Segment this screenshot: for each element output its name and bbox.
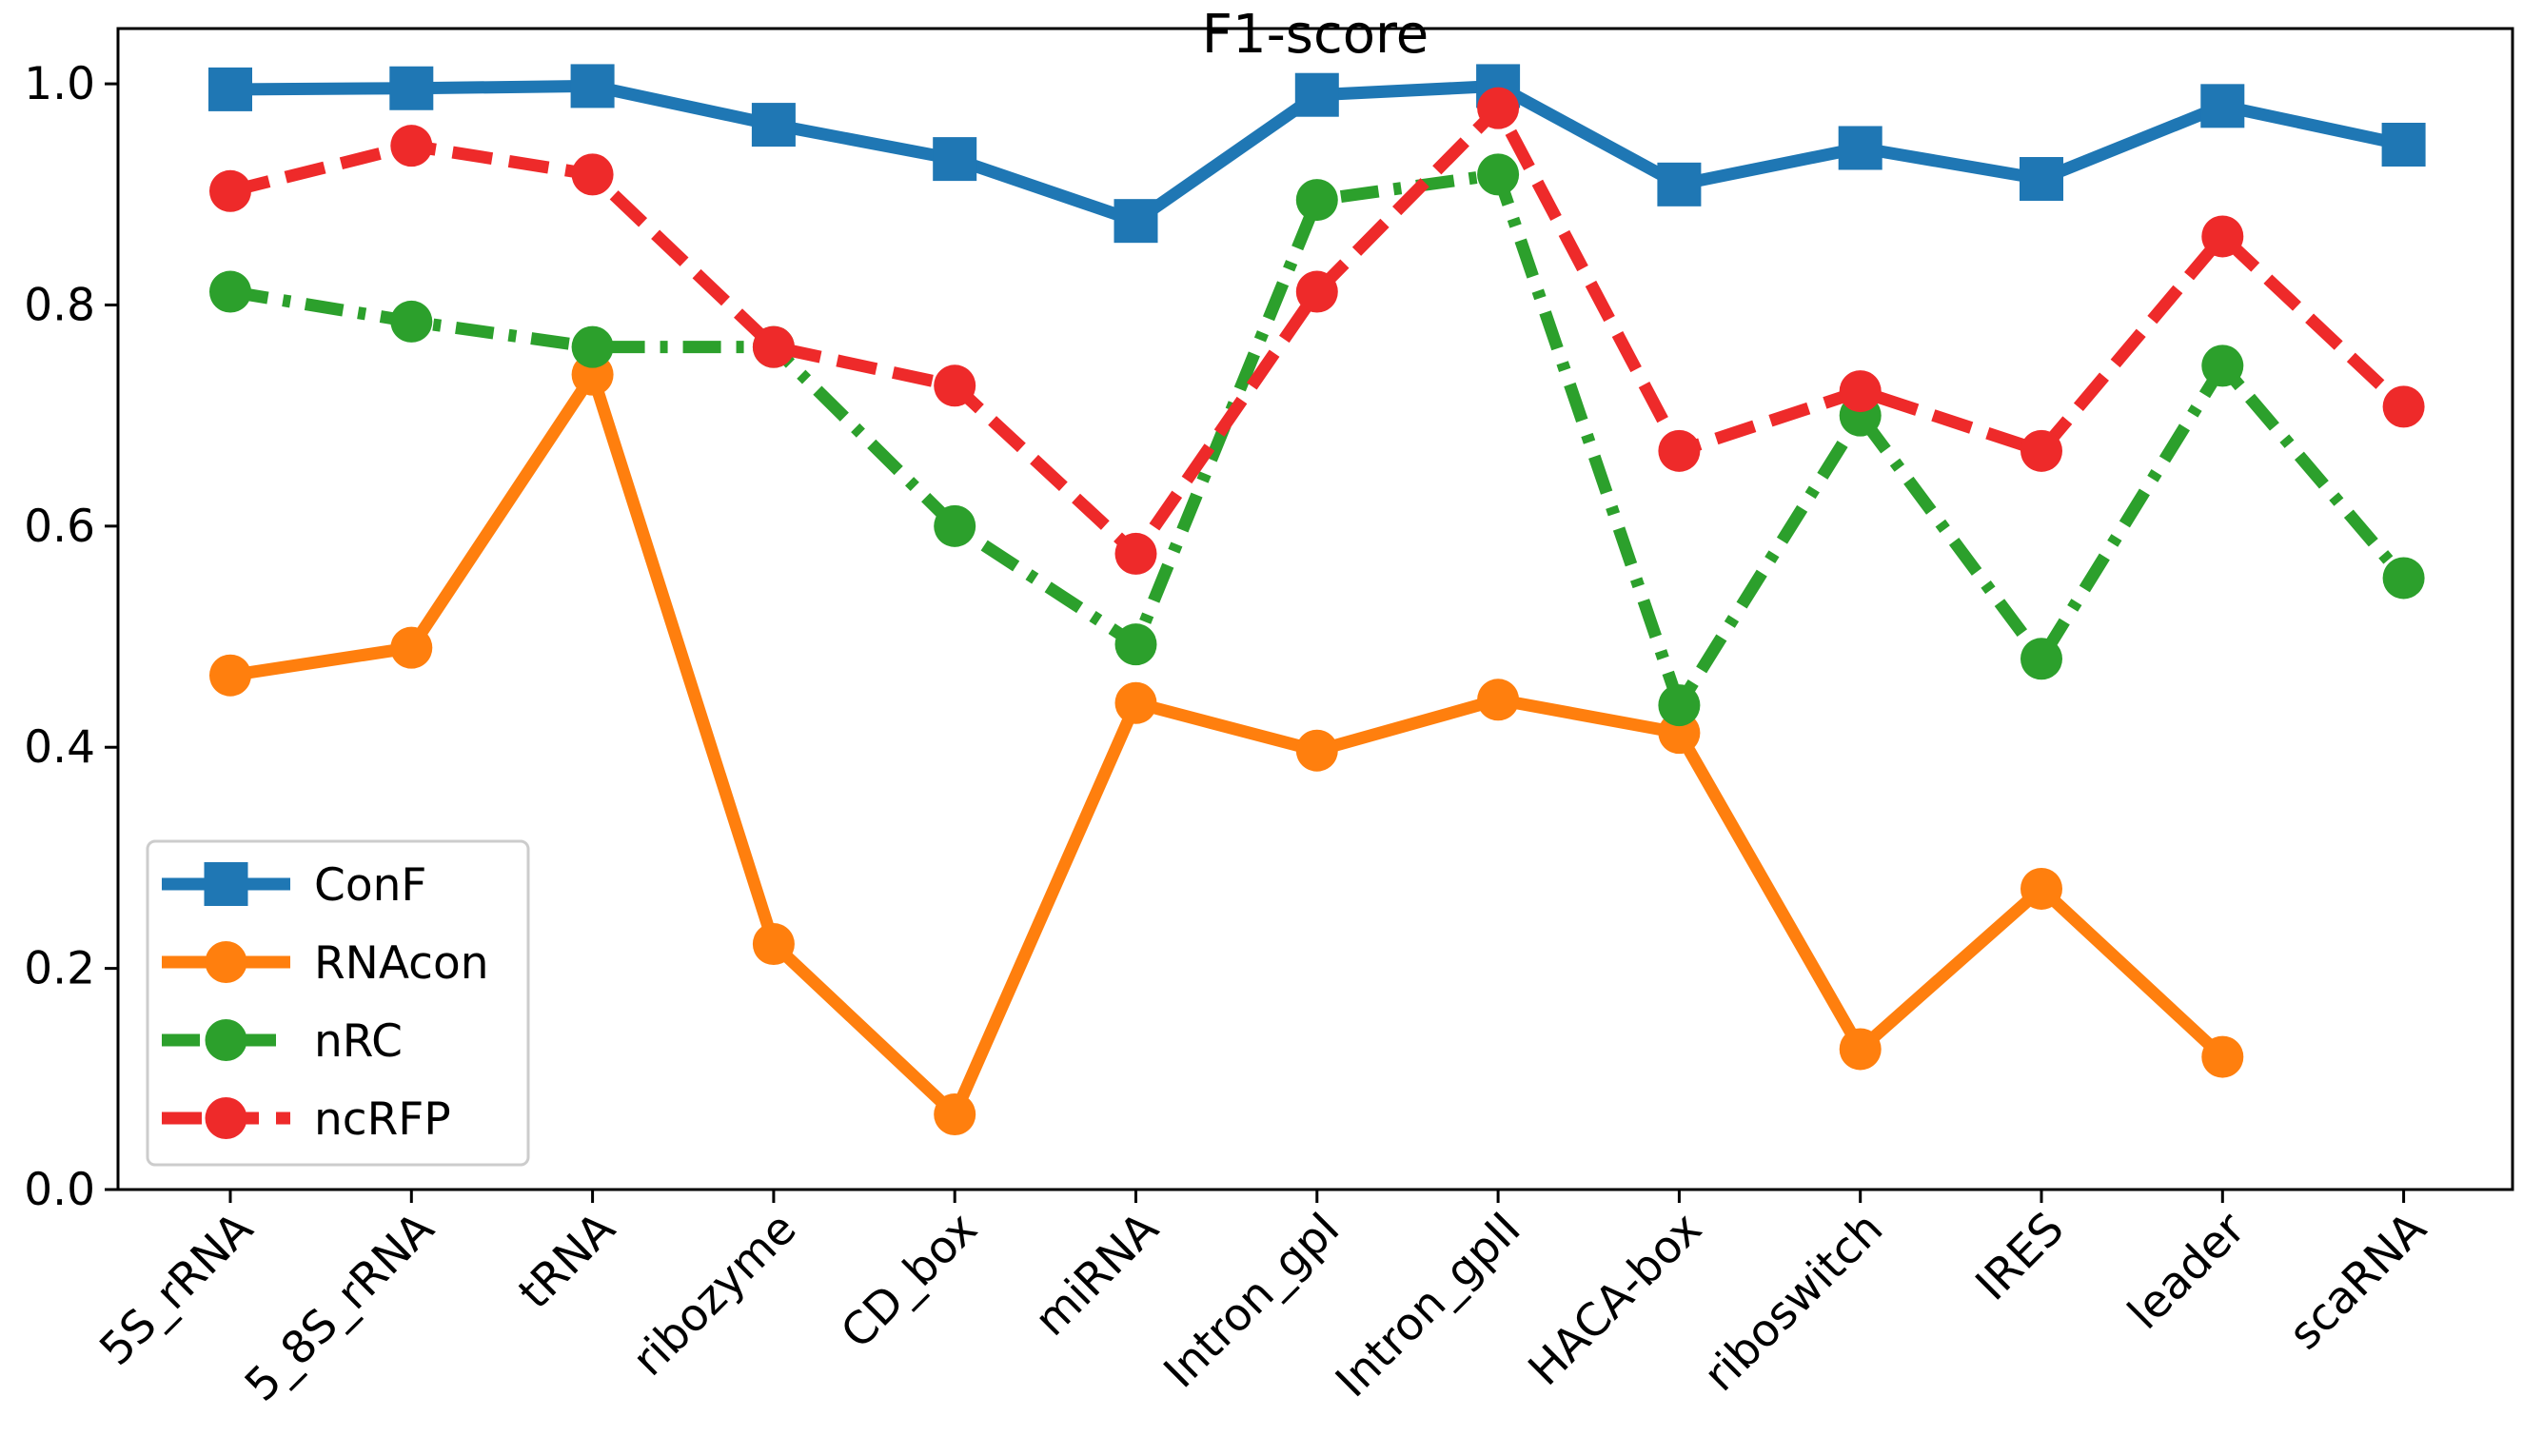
data-point-ConF <box>2381 123 2426 167</box>
x-tick-label: riboswitch <box>1694 1203 1893 1402</box>
series-ConF <box>208 64 2426 244</box>
data-point-nRC <box>571 325 614 368</box>
legend-label-RNAcon: RNAcon <box>314 937 489 990</box>
series-line-RNAcon <box>229 368 2227 1121</box>
series-ncRFP <box>209 87 2425 575</box>
data-point-RNAcon <box>2201 1035 2244 1078</box>
data-point-nRC <box>1658 684 1701 727</box>
data-point-nRC <box>2201 344 2244 387</box>
data-point-nRC <box>2020 638 2062 680</box>
data-point-RNAcon <box>1477 679 1520 721</box>
legend-label-ConF: ConF <box>314 859 426 912</box>
legend-marker-RNAcon <box>205 941 247 983</box>
data-point-nRC <box>2382 557 2425 600</box>
x-tick-label: leader <box>2119 1202 2257 1340</box>
legend-label-nRC: nRC <box>314 1015 403 1068</box>
data-point-RNAcon <box>209 654 251 697</box>
y-tick-label: 0.6 <box>24 501 95 553</box>
data-point-ConF <box>389 66 434 110</box>
series-line-ncRFP <box>228 102 2409 561</box>
data-point-ConF <box>1838 126 1882 170</box>
data-point-ConF <box>751 103 796 148</box>
data-point-RNAcon <box>1114 681 1157 724</box>
data-point-nRC <box>209 270 251 313</box>
x-tick-label: scaRNA <box>2279 1203 2437 1361</box>
data-point-nRC <box>934 504 976 547</box>
data-point-ncRFP <box>1658 429 1701 472</box>
legend-box <box>146 839 530 1167</box>
data-point-ConF <box>570 64 615 108</box>
data-point-ConF <box>1114 199 1158 244</box>
legend: ConF RNAcon nRC ncRFP <box>146 839 530 1167</box>
data-point-ncRFP <box>1114 532 1157 575</box>
data-point-nRC <box>1295 179 1338 222</box>
data-point-RNAcon <box>934 1092 976 1135</box>
data-point-ncRFP <box>1477 87 1520 129</box>
data-point-nRC <box>1477 153 1520 196</box>
y-tick-label: 1.0 <box>24 58 95 110</box>
data-point-RNAcon <box>390 626 433 669</box>
data-point-RNAcon <box>1295 729 1338 772</box>
data-point-ncRFP <box>2201 215 2244 258</box>
data-point-ConF <box>2020 157 2063 202</box>
x-tick-label: Intron_gpII <box>1326 1203 1531 1408</box>
data-point-RNAcon <box>752 923 795 966</box>
y-tick-label: 0.2 <box>24 943 95 995</box>
data-point-ncRFP <box>752 325 795 368</box>
chart-title: F1-score <box>1202 4 1429 66</box>
x-tick-label: miRNA <box>1025 1203 1169 1347</box>
legend-marker-ConF <box>204 862 248 906</box>
y-tick-label: 0.4 <box>24 721 95 774</box>
data-point-nRC <box>390 300 433 343</box>
data-point-ncRFP <box>934 364 976 407</box>
data-point-ncRFP <box>1839 370 1882 413</box>
data-point-ConF <box>208 67 252 111</box>
data-point-ncRFP <box>390 125 433 167</box>
series-RNAcon <box>209 353 2244 1135</box>
data-point-ncRFP <box>571 153 614 196</box>
y-tick-label: 0.0 <box>24 1164 95 1216</box>
x-tick-label: CD_box <box>831 1203 987 1359</box>
legend-marker-ncRFP <box>205 1097 247 1139</box>
legend-label-ncRFP: ncRFP <box>314 1093 451 1146</box>
data-point-ncRFP <box>2020 429 2062 472</box>
x-tick-label: 5S_rRNA <box>89 1203 263 1376</box>
legend-marker-nRC <box>205 1019 247 1061</box>
data-point-ncRFP <box>2382 385 2425 428</box>
data-point-ConF <box>1294 72 1339 117</box>
data-point-ncRFP <box>209 169 251 212</box>
series-nRC <box>209 153 2425 727</box>
data-point-ConF <box>1657 162 1702 207</box>
data-point-RNAcon <box>2020 867 2062 910</box>
data-point-nRC <box>1114 623 1157 666</box>
x-tick-label: 5_8S_rRNA <box>235 1203 444 1412</box>
x-tick-label: IRES <box>1966 1203 2075 1311</box>
plot-frame <box>116 27 2514 1191</box>
data-point-RNAcon <box>1839 1028 1882 1071</box>
data-point-ncRFP <box>1295 270 1338 313</box>
x-tick-label: Intron_gpI <box>1154 1203 1350 1399</box>
data-point-ConF <box>2200 84 2245 128</box>
data-point-ConF <box>933 137 977 182</box>
x-tick-label: HACA-box <box>1519 1203 1712 1396</box>
x-tick-label: tRNA <box>508 1203 625 1320</box>
x-tick-label: ribozyme <box>622 1203 806 1387</box>
y-tick-label: 0.8 <box>24 279 95 331</box>
series-lines <box>208 64 2426 1135</box>
